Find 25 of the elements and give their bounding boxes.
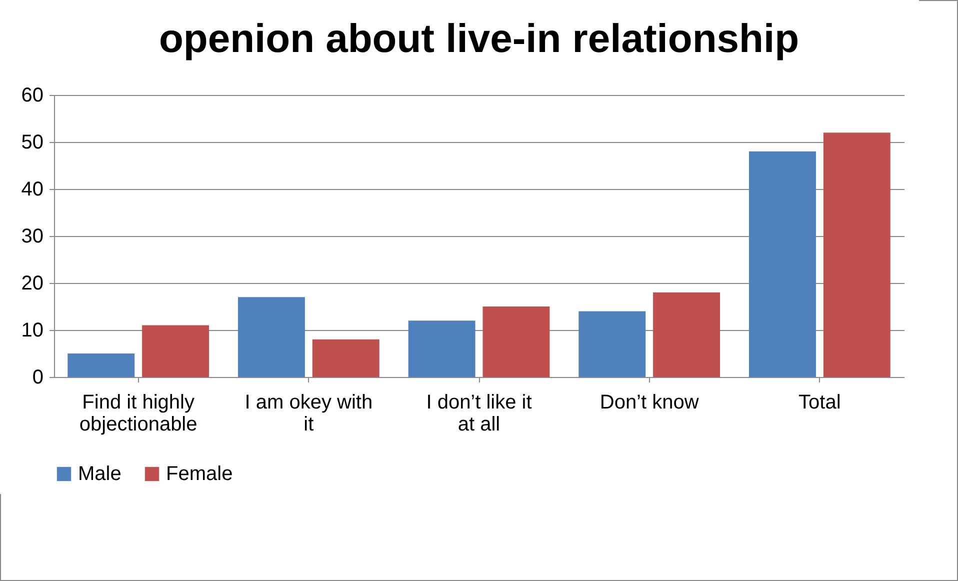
y-tick-label: 30 bbox=[21, 226, 44, 248]
legend-label: Male bbox=[78, 463, 122, 485]
bar bbox=[312, 339, 380, 377]
bar bbox=[578, 311, 646, 377]
bar bbox=[142, 325, 210, 377]
x-tick-label: I am okey with it bbox=[244, 392, 373, 436]
y-tick-label: 50 bbox=[21, 132, 44, 154]
bar bbox=[238, 297, 305, 377]
x-tick-label: Find it highly objectionable bbox=[79, 392, 198, 436]
y-tick-label: 0 bbox=[32, 366, 44, 388]
bar bbox=[68, 354, 135, 377]
bar bbox=[482, 306, 550, 377]
legend-label: Female bbox=[166, 463, 233, 485]
chart-title: openion about live-in relationship bbox=[158, 17, 800, 61]
bar bbox=[408, 320, 476, 377]
bar bbox=[653, 292, 720, 377]
x-tick-label: Total bbox=[798, 392, 841, 414]
y-tick-label: 60 bbox=[21, 84, 44, 106]
bar bbox=[748, 151, 816, 377]
x-tick-label: I don’t like it at all bbox=[426, 392, 532, 436]
y-tick-label: 10 bbox=[21, 320, 44, 342]
y-tick-label: 20 bbox=[21, 272, 44, 294]
bar bbox=[823, 132, 890, 377]
x-tick-label: Don’t know bbox=[600, 392, 700, 414]
y-tick-label: 40 bbox=[21, 178, 44, 200]
